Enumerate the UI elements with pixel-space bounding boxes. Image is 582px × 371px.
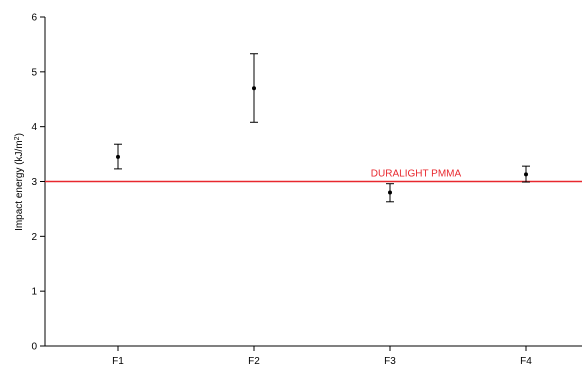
data-point-F1 bbox=[114, 143, 122, 170]
x-tick-label-F4: F4 bbox=[520, 356, 532, 367]
y-tick-label-6: 6 bbox=[31, 13, 37, 24]
y-axis-title: Impact energy (kJ/m2) bbox=[14, 133, 26, 231]
y-tick-label-0: 0 bbox=[31, 342, 37, 353]
data-point-F2 bbox=[250, 53, 258, 123]
x-tick-label-F2: F2 bbox=[248, 356, 260, 367]
x-tick-label-F3: F3 bbox=[384, 356, 396, 367]
y-tick-label-3: 3 bbox=[31, 177, 37, 188]
y-tick-label-5: 5 bbox=[31, 67, 37, 78]
x-tick-label-F1: F1 bbox=[112, 356, 124, 367]
marker-F3 bbox=[388, 190, 392, 195]
marker-F1 bbox=[116, 154, 120, 159]
marker-F4 bbox=[524, 172, 528, 177]
y-tick-label-4: 4 bbox=[31, 122, 37, 133]
y-tick-label-1: 1 bbox=[31, 287, 37, 298]
y-axis-title-suffix: ) bbox=[14, 133, 25, 136]
y-axis-title-main: Impact energy (kJ/m bbox=[14, 140, 25, 231]
data-point-F3 bbox=[386, 183, 394, 203]
y-ticks: 0 1 2 3 4 5 6 bbox=[31, 13, 45, 353]
reference-line-label: DURALIGHT PMMA bbox=[371, 169, 462, 180]
data-points bbox=[114, 53, 530, 203]
x-ticks: F1 F2 F3 F4 bbox=[112, 346, 532, 367]
reference-line-group: DURALIGHT PMMA bbox=[45, 169, 582, 183]
marker-F2 bbox=[252, 86, 256, 91]
y-axis-title-superscript: 2 bbox=[14, 136, 21, 140]
data-point-F4 bbox=[522, 165, 530, 183]
y-tick-label-2: 2 bbox=[31, 232, 37, 243]
